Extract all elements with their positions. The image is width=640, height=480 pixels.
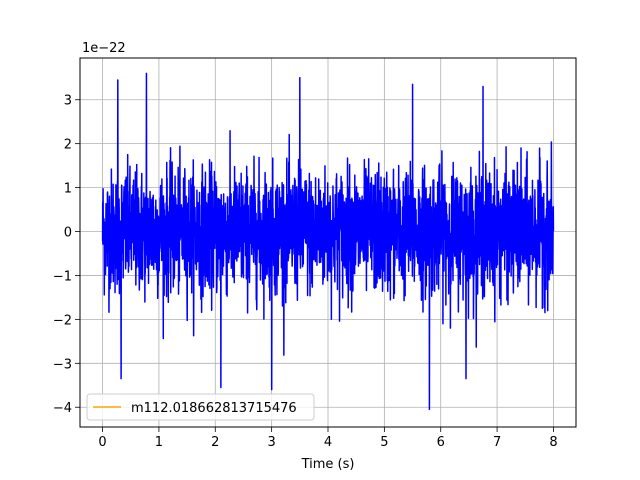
y-offset-label: 1e−22 (82, 41, 126, 56)
legend[interactable]: m112.018662813715476 (86, 393, 315, 421)
y-tick-label: 3 (64, 94, 72, 109)
x-tick-label: 1 (155, 435, 163, 450)
signal-series (101, 72, 555, 411)
x-tick-label: 3 (267, 435, 275, 450)
y-tick-label: 2 (64, 138, 72, 153)
x-tick-label: 7 (493, 435, 501, 450)
y-tick-label: −2 (53, 313, 72, 328)
x-tick-label: 2 (211, 435, 219, 450)
x-tick-label: 0 (98, 435, 106, 450)
legend-box (86, 393, 315, 421)
y-tick-label: 1 (64, 182, 72, 197)
series-signal-line (101, 72, 555, 411)
x-tick-label: 5 (380, 435, 388, 450)
y-axis: −4 −3 −2 −1 0 1 2 3 (53, 94, 80, 416)
x-tick-label: 4 (324, 435, 332, 450)
y-tick-label: −1 (53, 269, 72, 284)
y-tick-label: −4 (53, 401, 72, 416)
y-tick-label: 0 (64, 226, 72, 241)
x-tick-label: 6 (437, 435, 445, 450)
legend-entry-label: m112.018662813715476 (131, 401, 297, 416)
y-tick-label: −3 (53, 357, 72, 372)
x-axis-label: Time (s) (301, 457, 355, 472)
x-tick-label: 8 (549, 435, 557, 450)
x-axis: 0 1 2 3 4 5 6 7 8 (98, 427, 558, 450)
